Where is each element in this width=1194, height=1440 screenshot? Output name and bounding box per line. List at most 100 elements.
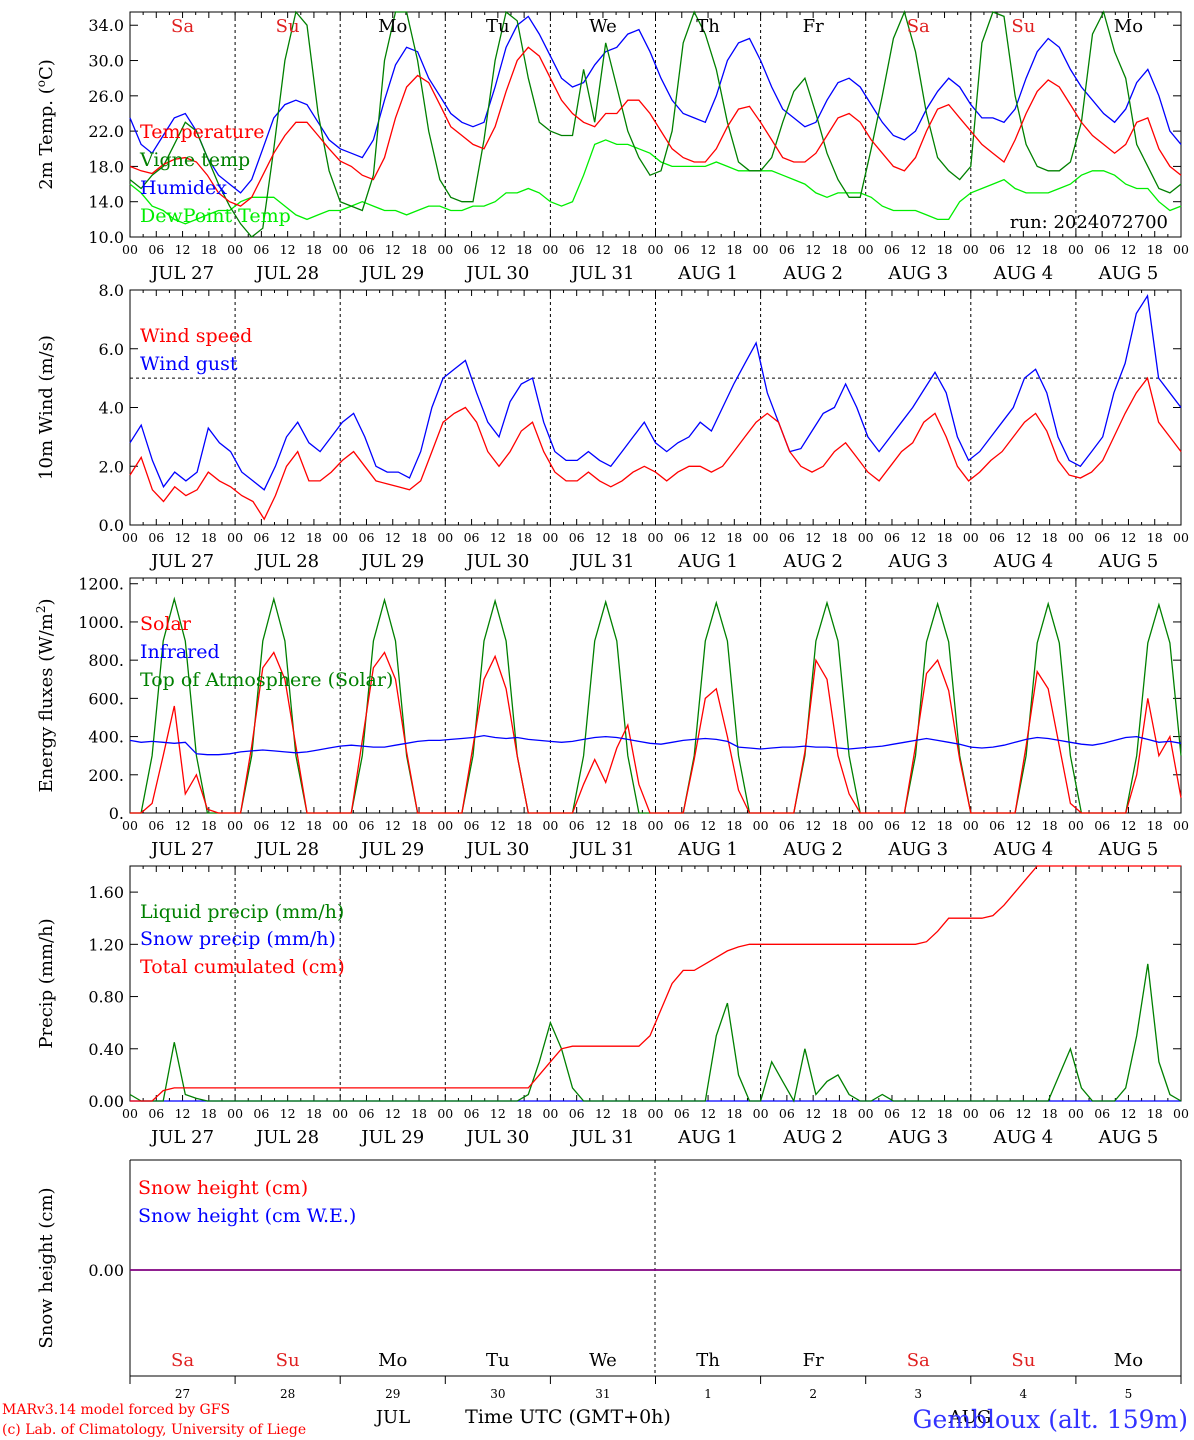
date-label: AUG 5 [1098, 263, 1159, 284]
series-line-wind-gust [129, 294, 1182, 491]
hour-tick-label: 00 [648, 1106, 664, 1121]
hour-tick-label: 18 [516, 818, 532, 833]
hour-tick-label: 00 [227, 530, 243, 545]
hour-tick-label: 06 [1094, 1106, 1110, 1121]
hour-tick-label: 18 [621, 530, 637, 545]
y-tick-label: 600. [88, 689, 124, 708]
date-label: AUG 1 [677, 839, 738, 860]
hour-tick-label: 18 [306, 242, 322, 257]
hour-tick-label: 06 [1094, 818, 1110, 833]
hour-tick-label: 00 [1173, 1106, 1189, 1121]
date-label: AUG 1 [677, 263, 738, 284]
hour-tick-label: 18 [306, 818, 322, 833]
hour-tick-label: 06 [674, 530, 690, 545]
weekday-label: Fr [803, 1350, 824, 1371]
y-tick-label: 18.0 [88, 157, 124, 176]
hour-tick-label: 06 [884, 530, 900, 545]
hour-tick-label: 12 [385, 818, 401, 833]
hour-tick-label: 12 [175, 818, 191, 833]
hour-tick-label: 12 [280, 818, 296, 833]
hour-tick-label: 12 [910, 242, 926, 257]
date-label: JUL 31 [569, 551, 634, 572]
hour-tick-label: 12 [175, 1106, 191, 1121]
hour-tick-label: 18 [831, 1106, 847, 1121]
hour-tick-label: 00 [648, 818, 664, 833]
hour-tick-label: 18 [1147, 242, 1163, 257]
hour-tick-label: 12 [280, 1106, 296, 1121]
hour-tick-label: 12 [595, 1106, 611, 1121]
series-line-humidex [129, 15, 1182, 194]
hour-tick-label: 00 [227, 818, 243, 833]
hour-tick-label: 18 [306, 530, 322, 545]
hour-tick-label: 06 [253, 818, 269, 833]
series-line-wind-speed [129, 376, 1182, 521]
hour-tick-label: 00 [227, 1106, 243, 1121]
y-tick-label: 26.0 [88, 87, 124, 106]
hour-tick-label: 00 [1068, 818, 1084, 833]
weekday-label: Sa [907, 16, 930, 37]
weekday-label: Th [696, 1350, 720, 1371]
month-label-jul: JUL [374, 1407, 410, 1428]
hour-tick-label: 12 [700, 530, 716, 545]
legend-entry: DewPoint Temp [140, 205, 291, 227]
date-label: JUL 30 [464, 1127, 529, 1148]
hour-tick-label: 18 [516, 242, 532, 257]
date-label: AUG 3 [887, 263, 948, 284]
legend-entry: Wind gust [140, 353, 238, 375]
hour-tick-label: 12 [595, 530, 611, 545]
hour-tick-label: 00 [332, 818, 348, 833]
date-label: JUL 30 [464, 263, 529, 284]
hour-tick-label: 18 [726, 1106, 742, 1121]
hour-tick-label: 06 [359, 242, 375, 257]
hour-tick-label: 12 [1015, 530, 1031, 545]
weekday-label: Mo [1114, 1350, 1143, 1371]
y-tick-label: 1200. [78, 575, 124, 594]
hour-tick-label: 12 [1120, 1106, 1136, 1121]
hour-tick-label: 00 [1068, 1106, 1084, 1121]
hour-tick-label: 18 [621, 818, 637, 833]
hour-tick-label: 00 [963, 818, 979, 833]
hour-tick-label: 00 [858, 242, 874, 257]
weekday-label: Tu [486, 16, 510, 37]
hour-tick-label: 18 [937, 530, 953, 545]
hour-tick-label: 12 [280, 530, 296, 545]
hour-tick-label: 06 [253, 530, 269, 545]
hour-tick-label: 00 [963, 242, 979, 257]
hour-tick-label: 12 [385, 1106, 401, 1121]
hour-tick-label: 06 [253, 242, 269, 257]
weekday-label: Su [1011, 1350, 1035, 1371]
hour-tick-label: 06 [989, 818, 1005, 833]
hour-tick-label: 12 [490, 1106, 506, 1121]
hour-tick-label: 12 [175, 242, 191, 257]
hour-tick-label: 12 [1015, 242, 1031, 257]
day-number-label: 31 [595, 1387, 610, 1401]
hour-tick-label: 06 [674, 242, 690, 257]
hour-tick-label: 12 [1120, 530, 1136, 545]
date-label: JUL 28 [254, 839, 319, 860]
run-label: run: 2024072700 [1010, 212, 1168, 233]
hour-tick-label: 06 [148, 818, 164, 833]
hour-tick-label: 18 [937, 1106, 953, 1121]
hour-tick-label: 18 [831, 242, 847, 257]
date-label: JUL 27 [149, 551, 214, 572]
date-label: AUG 3 [887, 1127, 948, 1148]
hour-tick-label: 00 [542, 818, 558, 833]
hour-tick-label: 12 [175, 530, 191, 545]
hour-tick-label: 12 [595, 242, 611, 257]
date-label: AUG 1 [677, 551, 738, 572]
series-line-solar [130, 651, 1182, 814]
hour-tick-label: 06 [569, 1106, 585, 1121]
date-label: JUL 27 [149, 839, 214, 860]
hour-tick-label: 18 [516, 530, 532, 545]
hour-tick-label: 18 [201, 818, 217, 833]
hour-tick-label: 00 [1173, 242, 1189, 257]
weekday-label: Su [1011, 16, 1035, 37]
legend-entry: Solar [140, 613, 192, 635]
month-label-aug: AUG [948, 1407, 992, 1428]
weekday-label: Sa [907, 1350, 930, 1371]
date-label: JUL 30 [464, 839, 529, 860]
date-label: JUL 27 [149, 263, 214, 284]
date-label: AUG 2 [782, 839, 843, 860]
hour-tick-label: 00 [332, 1106, 348, 1121]
hour-tick-label: 12 [910, 818, 926, 833]
